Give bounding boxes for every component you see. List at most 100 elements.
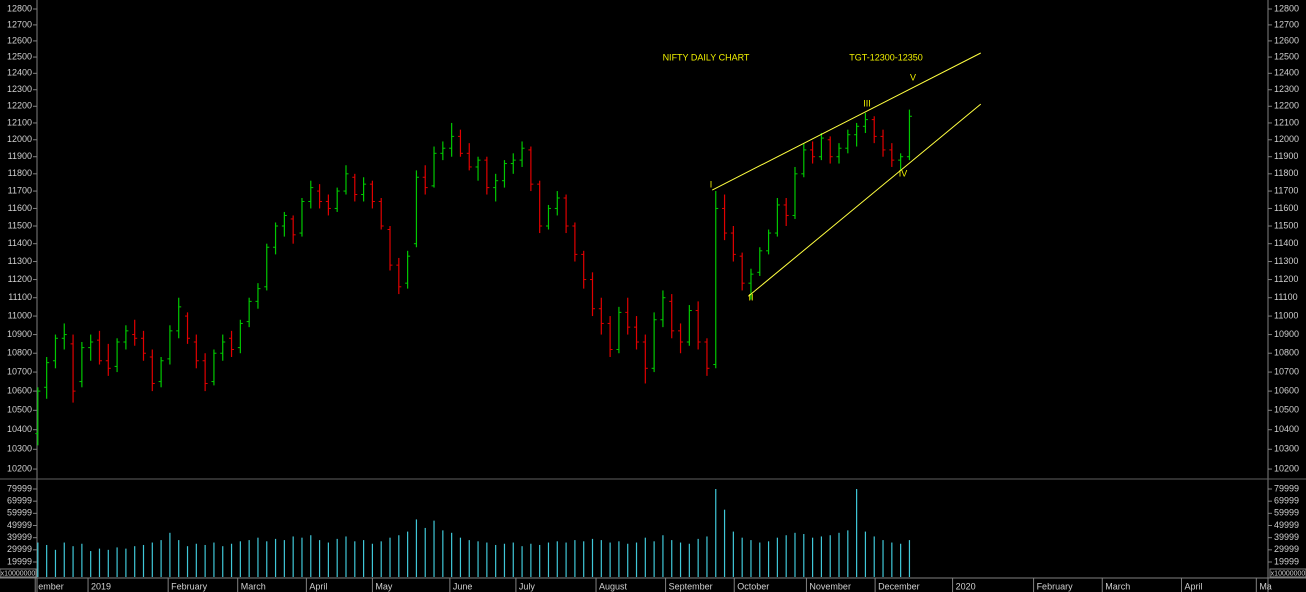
x-tick-label: March (1105, 581, 1130, 591)
x-tick-label: December (878, 581, 920, 591)
y-tick-label: 12500 (7, 51, 32, 61)
x-tick-label: September (669, 581, 713, 591)
y-tick-label: 11500 (1274, 220, 1298, 230)
x-tick-label: October (737, 581, 769, 591)
y-tick-label: 10900 (1274, 329, 1299, 339)
volume-unit: x10000000 (1271, 570, 1306, 577)
y-tick-label: 12300 (1274, 84, 1299, 94)
volume-tick-label: 19999 (1274, 556, 1299, 566)
y-tick-label: 11100 (1274, 292, 1298, 302)
volume-tick-label: 39999 (7, 532, 32, 542)
volume-tick-label: 39999 (1274, 532, 1299, 542)
y-tick-label: 11900 (1274, 151, 1298, 161)
x-tick-label: Ma (1259, 581, 1272, 591)
y-tick-label: 11300 (1274, 256, 1298, 266)
wave-label: I (710, 179, 713, 189)
wave-label: III (863, 98, 871, 108)
y-tick-label: 12100 (1274, 117, 1299, 127)
volume-tick-label: 29999 (7, 544, 32, 554)
chart-title: NIFTY DAILY CHART (663, 52, 750, 62)
y-tick-label: 12700 (7, 19, 32, 29)
y-tick-label: 11200 (1274, 274, 1298, 284)
y-tick-label: 10500 (7, 405, 32, 415)
wave-label: V (910, 72, 916, 82)
volume-tick-label: 49999 (7, 520, 32, 530)
y-tick-label: 11800 (8, 168, 32, 178)
y-tick-label: 12200 (7, 101, 32, 111)
y-tick-label: 12600 (7, 35, 32, 45)
y-tick-label: 11400 (8, 238, 32, 248)
y-tick-label: 11300 (8, 256, 32, 266)
y-tick-label: 10800 (1274, 348, 1299, 358)
x-tick-label: August (599, 581, 628, 591)
y-tick-label: 12300 (7, 84, 32, 94)
unit-box (1269, 568, 1306, 578)
x-tick-label: July (519, 581, 536, 591)
volume-tick-label: 29999 (1274, 544, 1299, 554)
y-tick-label: 12200 (1274, 101, 1299, 111)
volume-tick-label: 79999 (7, 483, 32, 493)
y-tick-label: 10200 (7, 463, 32, 473)
y-tick-label: 12000 (7, 134, 32, 144)
x-tick-label: February (171, 581, 208, 591)
trend-line (748, 103, 982, 297)
y-tick-label: 11900 (8, 151, 32, 161)
y-tick-label: 12600 (1274, 35, 1299, 45)
y-tick-label: 10700 (7, 366, 32, 376)
y-tick-label: 10300 (7, 444, 32, 454)
y-tick-label: 11600 (8, 203, 32, 213)
x-tick-label: 2020 (956, 581, 976, 591)
volume-tick-label: 69999 (1274, 496, 1299, 506)
target-note: TGT-12300-12350 (849, 52, 923, 62)
y-tick-label: 11500 (8, 220, 32, 230)
x-tick-label: November (809, 581, 851, 591)
y-tick-label: 10600 (7, 385, 32, 395)
trend-line (712, 52, 981, 191)
y-tick-label: 11000 (8, 310, 32, 320)
y-tick-label: 10400 (1274, 424, 1299, 434)
y-tick-label: 10700 (1274, 366, 1299, 376)
x-tick-label: March (241, 581, 266, 591)
volume-tick-label: 19999 (7, 556, 32, 566)
y-tick-label: 10900 (7, 329, 32, 339)
volume-tick-label: 79999 (1274, 483, 1299, 493)
y-tick-label: 11200 (8, 274, 32, 284)
y-tick-label: 12400 (1274, 68, 1299, 78)
volume-tick-label: 69999 (7, 496, 32, 506)
y-tick-label: 11600 (1274, 203, 1298, 213)
x-tick-label: February (1037, 581, 1074, 591)
y-tick-label: 12800 (7, 3, 32, 13)
y-tick-label: 12000 (1274, 134, 1299, 144)
unit-box (0, 568, 37, 578)
x-tick-label: 2019 (91, 581, 111, 591)
x-tick-label: ember (38, 581, 64, 591)
y-tick-label: 12700 (1274, 19, 1299, 29)
y-tick-label: 11400 (1274, 238, 1298, 248)
y-tick-label: 12400 (7, 68, 32, 78)
wave-label: IV (899, 168, 908, 178)
y-tick-label: 11700 (1274, 185, 1298, 195)
y-tick-label: 10800 (7, 348, 32, 358)
y-tick-label: 10500 (1274, 405, 1299, 415)
x-tick-label: April (1184, 581, 1202, 591)
volume-unit: x10000000 (1, 570, 36, 577)
y-tick-label: 11800 (1274, 168, 1298, 178)
y-tick-label: 11000 (1274, 310, 1298, 320)
y-tick-label: 10600 (1274, 385, 1299, 395)
x-tick-label: April (309, 581, 327, 591)
y-tick-label: 11100 (8, 292, 32, 302)
x-tick-label: May (375, 581, 393, 591)
y-tick-label: 12100 (7, 117, 32, 127)
volume-tick-label: 59999 (1274, 508, 1299, 518)
y-tick-label: 11700 (8, 185, 32, 195)
volume-tick-label: 59999 (7, 508, 32, 518)
x-tick-label: June (453, 581, 473, 591)
y-tick-label: 10300 (1274, 444, 1299, 454)
volume-tick-label: 49999 (1274, 520, 1299, 530)
y-tick-label: 12500 (1274, 51, 1299, 61)
y-tick-label: 10200 (1274, 463, 1299, 473)
y-tick-label: 10400 (7, 424, 32, 434)
y-tick-label: 12800 (1274, 3, 1299, 13)
